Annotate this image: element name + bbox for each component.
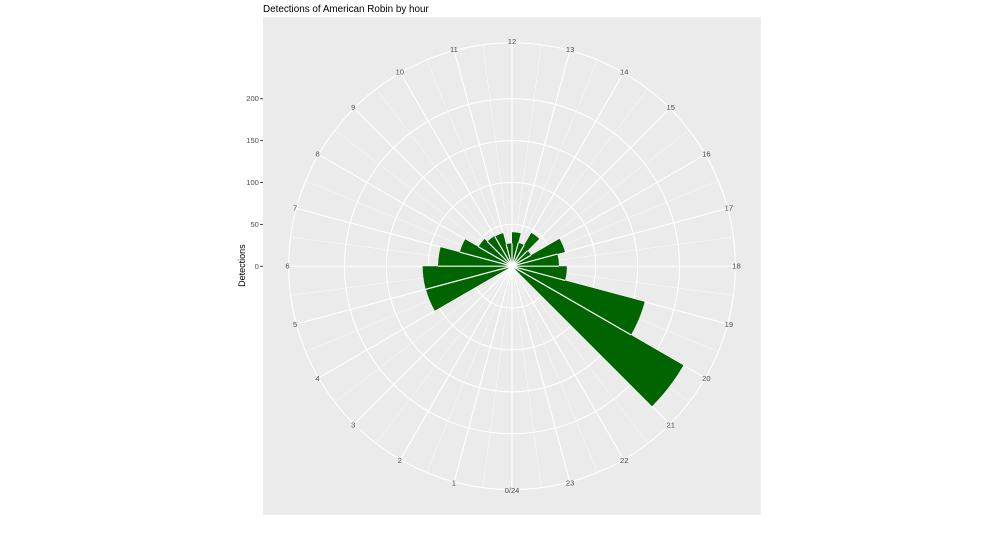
svg-text:23: 23 bbox=[566, 479, 574, 488]
svg-text:1: 1 bbox=[452, 479, 456, 488]
svg-text:14: 14 bbox=[620, 67, 628, 76]
svg-text:Detections of American Robin b: Detections of American Robin by hour bbox=[263, 4, 429, 15]
svg-text:12: 12 bbox=[508, 37, 516, 46]
svg-text:20: 20 bbox=[702, 374, 710, 383]
svg-text:4: 4 bbox=[315, 374, 319, 383]
svg-text:10: 10 bbox=[396, 67, 404, 76]
svg-text:13: 13 bbox=[566, 45, 574, 54]
svg-text:19: 19 bbox=[725, 320, 733, 329]
svg-text:18: 18 bbox=[732, 262, 740, 271]
svg-text:50: 50 bbox=[250, 220, 258, 229]
svg-text:200: 200 bbox=[246, 94, 259, 103]
svg-text:21: 21 bbox=[666, 420, 674, 429]
svg-text:9: 9 bbox=[351, 103, 355, 112]
svg-text:22: 22 bbox=[620, 456, 628, 465]
svg-text:3: 3 bbox=[351, 420, 355, 429]
svg-text:0: 0 bbox=[255, 262, 259, 271]
svg-text:15: 15 bbox=[666, 103, 674, 112]
svg-text:5: 5 bbox=[293, 320, 297, 329]
svg-text:17: 17 bbox=[725, 204, 733, 213]
svg-text:7: 7 bbox=[293, 204, 297, 213]
svg-text:100: 100 bbox=[246, 178, 259, 187]
svg-text:8: 8 bbox=[315, 149, 319, 158]
svg-text:Detections: Detections bbox=[237, 244, 247, 287]
svg-text:2: 2 bbox=[398, 456, 402, 465]
svg-text:150: 150 bbox=[246, 136, 259, 145]
svg-text:11: 11 bbox=[450, 45, 458, 54]
svg-text:0/24: 0/24 bbox=[505, 486, 520, 495]
svg-text:6: 6 bbox=[285, 262, 289, 271]
svg-text:16: 16 bbox=[702, 149, 710, 158]
